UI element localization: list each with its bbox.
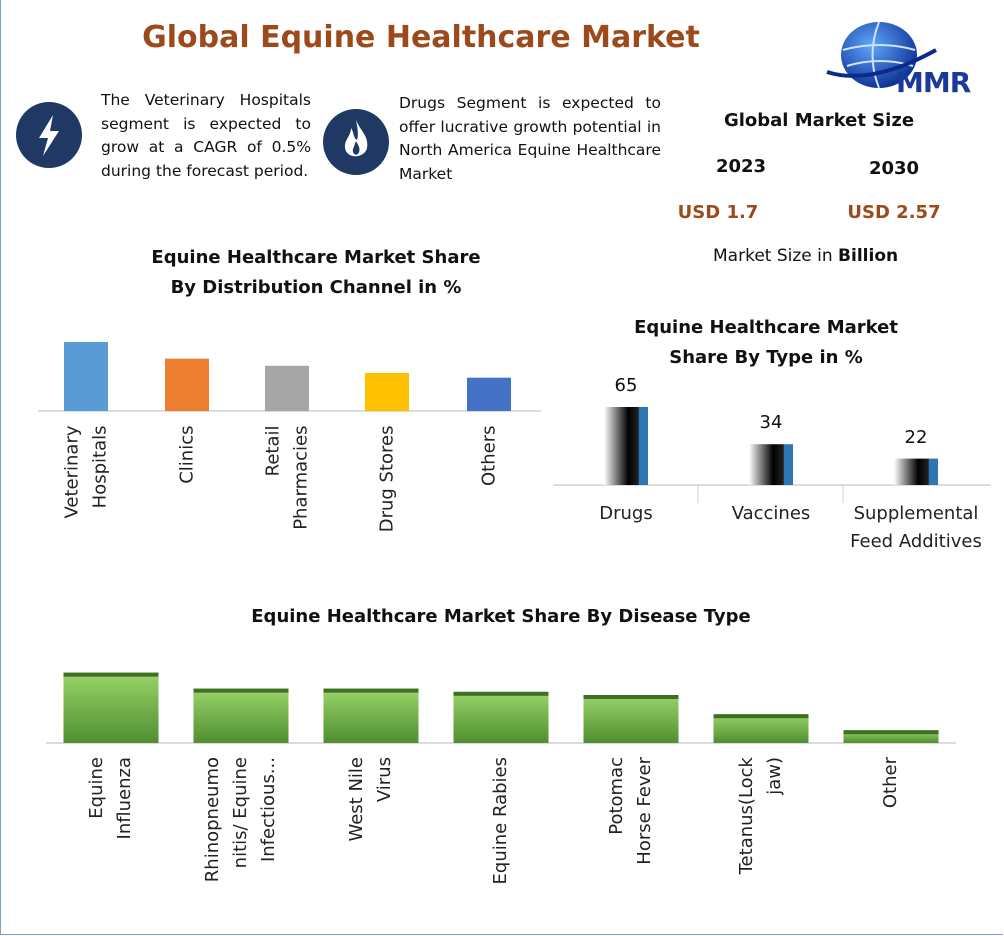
chart-title: Equine Healthcare Market Share By Type i… bbox=[634, 317, 898, 368]
x-tick-label: Retail Pharmacies bbox=[262, 425, 311, 530]
bar bbox=[749, 444, 793, 485]
bar bbox=[64, 341, 108, 411]
year-label: 2023 bbox=[715, 156, 767, 177]
bar bbox=[165, 358, 209, 411]
bar bbox=[583, 695, 679, 743]
bar bbox=[713, 714, 809, 743]
x-tick-label: Equine Influenza bbox=[86, 757, 135, 840]
x-tick-label: Tetanus(Lock jaw) bbox=[736, 757, 785, 875]
bar-top bbox=[323, 688, 419, 693]
x-tick-label: Vaccines bbox=[731, 503, 811, 524]
bar-top bbox=[453, 691, 549, 696]
chart-title: Equine Healthcare Market Share By Distri… bbox=[151, 247, 481, 298]
x-tick-label: Equine Rabies bbox=[490, 757, 511, 885]
lightning-icon bbox=[16, 102, 82, 168]
note-label: Market Size in bbox=[713, 246, 833, 266]
x-tick-label: Veterinary Hospitals bbox=[61, 425, 110, 519]
bar bbox=[193, 688, 289, 743]
bar-top bbox=[583, 695, 679, 699]
bar bbox=[604, 407, 648, 485]
bar bbox=[63, 672, 159, 743]
x-tick-label: Clinics bbox=[176, 425, 197, 484]
market-size-title: Global Market Size bbox=[723, 110, 915, 131]
bar bbox=[265, 365, 309, 411]
x-tick-label: Drug Stores bbox=[376, 425, 397, 532]
chart-title: Equine Healthcare Market Share By Diseas… bbox=[251, 606, 751, 627]
x-tick-label: Potomac Horse Fever bbox=[606, 757, 655, 865]
bar bbox=[453, 691, 549, 743]
bar-top bbox=[713, 714, 809, 719]
market-size-note: Market Size in Billion bbox=[713, 246, 898, 266]
page-title: Global Equine Healthcare Market bbox=[142, 20, 700, 55]
x-tick-label: Rhinopneumonitis/ Equine Infectious... bbox=[202, 757, 279, 883]
x-tick-label: Other bbox=[880, 757, 901, 809]
logo-text: MMR bbox=[896, 66, 971, 99]
bar bbox=[323, 688, 419, 743]
bar-top bbox=[193, 688, 289, 693]
x-tick-label: West Nile Virus bbox=[346, 757, 395, 842]
flame-icon bbox=[323, 109, 389, 175]
bar-top bbox=[63, 672, 159, 677]
note-text: The Veterinary Hospitals segment is expe… bbox=[101, 91, 311, 180]
value-label: 34 bbox=[759, 412, 783, 434]
note-text: Drugs Segment is expected to offer lucra… bbox=[399, 94, 661, 183]
bar-top bbox=[843, 730, 939, 735]
logo-globe bbox=[826, 21, 937, 89]
market-size-value: USD 2.57 bbox=[847, 202, 941, 223]
market-size-value: USD 1.7 bbox=[677, 202, 759, 223]
bar bbox=[894, 458, 938, 485]
bar bbox=[365, 372, 409, 411]
x-tick-label: Others bbox=[478, 425, 499, 486]
year-label: 2030 bbox=[868, 158, 920, 179]
bar bbox=[467, 377, 511, 411]
value-label: 65 bbox=[614, 375, 638, 396]
x-tick-label: Drugs bbox=[599, 503, 653, 524]
x-tick-label: Supplemental Feed Additives bbox=[850, 503, 982, 552]
note-unit: Billion bbox=[838, 246, 899, 266]
value-label: 22 bbox=[904, 426, 928, 448]
